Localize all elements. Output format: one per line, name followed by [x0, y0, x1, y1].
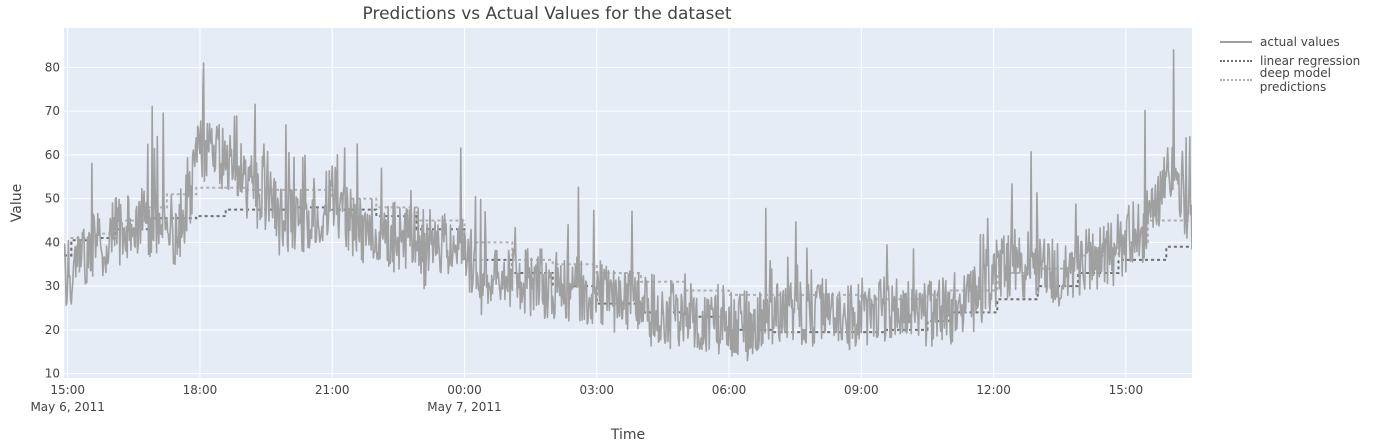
chart-title: Predictions vs Actual Values for the dat… [363, 4, 732, 24]
y-tick-label: 20 [45, 323, 60, 337]
x-tick-label: 00:00 [447, 383, 482, 397]
x-tick-label: 12:00 [976, 383, 1011, 397]
legend-item-deep-model-predictions[interactable]: deep model predictions [1220, 66, 1400, 94]
axis-layer: 10 20 30 40 50 60 70 80 15:00 May 6, 2011 18:00 21:… [30, 60, 1143, 414]
y-tick-label: 50 [45, 192, 60, 206]
x-tick-label: 15:00 [50, 383, 85, 397]
y-tick-label: 30 [45, 279, 60, 293]
x-tick-sublabel: May 7, 2011 [427, 400, 501, 414]
legend-label-actual-values: actual values [1260, 34, 1340, 49]
x-tick-label: 03:00 [579, 383, 614, 397]
x-tick-label: 06:00 [712, 383, 747, 397]
legend-item-linear-regression[interactable]: linear regression [1220, 51, 1400, 70]
x-tick-label: 21:00 [315, 383, 350, 397]
legend-swatch-linear-regression [1220, 59, 1252, 62]
x-axis-title: Time [610, 427, 645, 443]
y-tick-label: 80 [45, 60, 60, 74]
x-tick-sublabel: May 6, 2011 [30, 400, 104, 414]
legend-swatch-deep-model-predictions [1220, 78, 1252, 81]
y-tick-label: 10 [45, 367, 60, 381]
legend: actual values linear regression deep mod… [1220, 32, 1400, 94]
series-line-linear-regression [64, 206, 1192, 334]
legend-label-linear-regression: linear regression [1260, 53, 1361, 68]
x-tick-label: 18:00 [183, 383, 218, 397]
series-line-actual-values [64, 49, 1192, 362]
legend-label-deep-model-predictions: deep model predictions [1259, 65, 1331, 94]
x-tick-label: 09:00 [844, 383, 879, 397]
series-line-deep-model-predictions [64, 186, 1192, 301]
y-tick-label: 60 [45, 148, 60, 162]
y-tick-label: 40 [45, 235, 60, 249]
y-axis-title: Value [9, 184, 25, 222]
legend-swatch-actual-values [1220, 40, 1252, 43]
y-tick-label: 70 [45, 104, 60, 118]
legend-item-actual-values[interactable]: actual values [1220, 32, 1400, 51]
x-tick-label: 15:00 [1109, 383, 1144, 397]
series-layer [64, 49, 1192, 362]
